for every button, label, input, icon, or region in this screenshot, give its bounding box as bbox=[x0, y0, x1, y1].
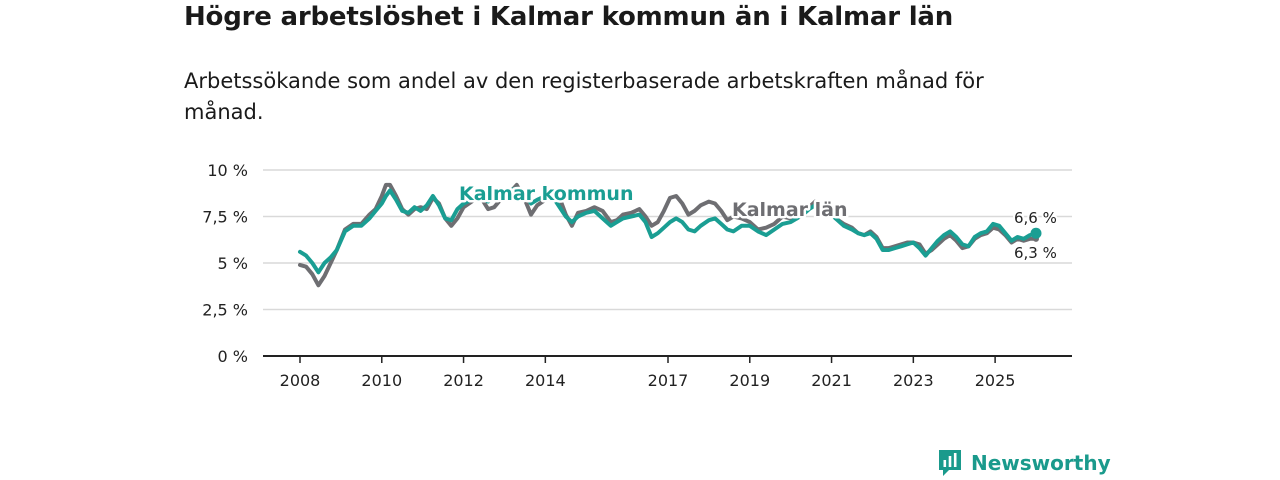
y-axis-ticks: 0 % 2,5 % 5 % 7,5 % 10 % bbox=[202, 161, 248, 366]
chart-subtitle: Arbetssökande som andel av den registerb… bbox=[184, 69, 984, 124]
chart-title: Högre arbetslöshet i Kalmar kommun än i … bbox=[184, 2, 954, 32]
x-tick-label: 2017 bbox=[648, 371, 689, 390]
x-tick-label: 2010 bbox=[361, 371, 402, 390]
series-labels: Kalmar kommun Kalmar län 6,6 % 6,3 % bbox=[457, 181, 1059, 265]
gridlines bbox=[263, 169, 1072, 357]
x-tick-label: 2014 bbox=[525, 371, 566, 390]
kalmar-lan-end-label: 6,3 % bbox=[1014, 244, 1057, 262]
x-tick-label: 2019 bbox=[729, 371, 770, 390]
x-tick-label: 2021 bbox=[811, 371, 852, 390]
x-tick-label: 2023 bbox=[893, 371, 934, 390]
x-axis-ticks: 2008 2010 2012 2014 2017 2019 2021 2023 2025 bbox=[280, 356, 1016, 390]
kalmar-lan-line bbox=[298, 182, 1038, 288]
line-chart: 0 % 2,5 % 5 % 7,5 % 10 % 2008 2010 2012 2014 201… bbox=[202, 161, 1072, 390]
x-tick-label: 2012 bbox=[443, 371, 484, 390]
y-tick-label: 2,5 % bbox=[202, 301, 248, 320]
newsworthy-brand[interactable]: Newsworthy bbox=[937, 448, 1111, 478]
x-tick-label: 2025 bbox=[975, 371, 1016, 390]
y-tick-label: 7,5 % bbox=[202, 208, 248, 227]
brand-name: Newsworthy bbox=[971, 451, 1111, 475]
series-lines bbox=[298, 182, 1042, 288]
y-tick-label: 0 % bbox=[218, 347, 248, 366]
kalmar-kommun-end-point bbox=[1030, 227, 1042, 239]
y-tick-label: 10 % bbox=[207, 161, 248, 180]
kalmar-lan-label: Kalmar län bbox=[732, 199, 848, 221]
kalmar-kommun-label: Kalmar kommun bbox=[459, 183, 634, 205]
kalmar-kommun-end-label: 6,6 % bbox=[1014, 209, 1057, 227]
y-tick-label: 5 % bbox=[218, 254, 248, 273]
x-tick-label: 2008 bbox=[280, 371, 321, 390]
kalmar-kommun-line bbox=[298, 186, 1038, 275]
newsworthy-logo-icon bbox=[939, 450, 961, 476]
